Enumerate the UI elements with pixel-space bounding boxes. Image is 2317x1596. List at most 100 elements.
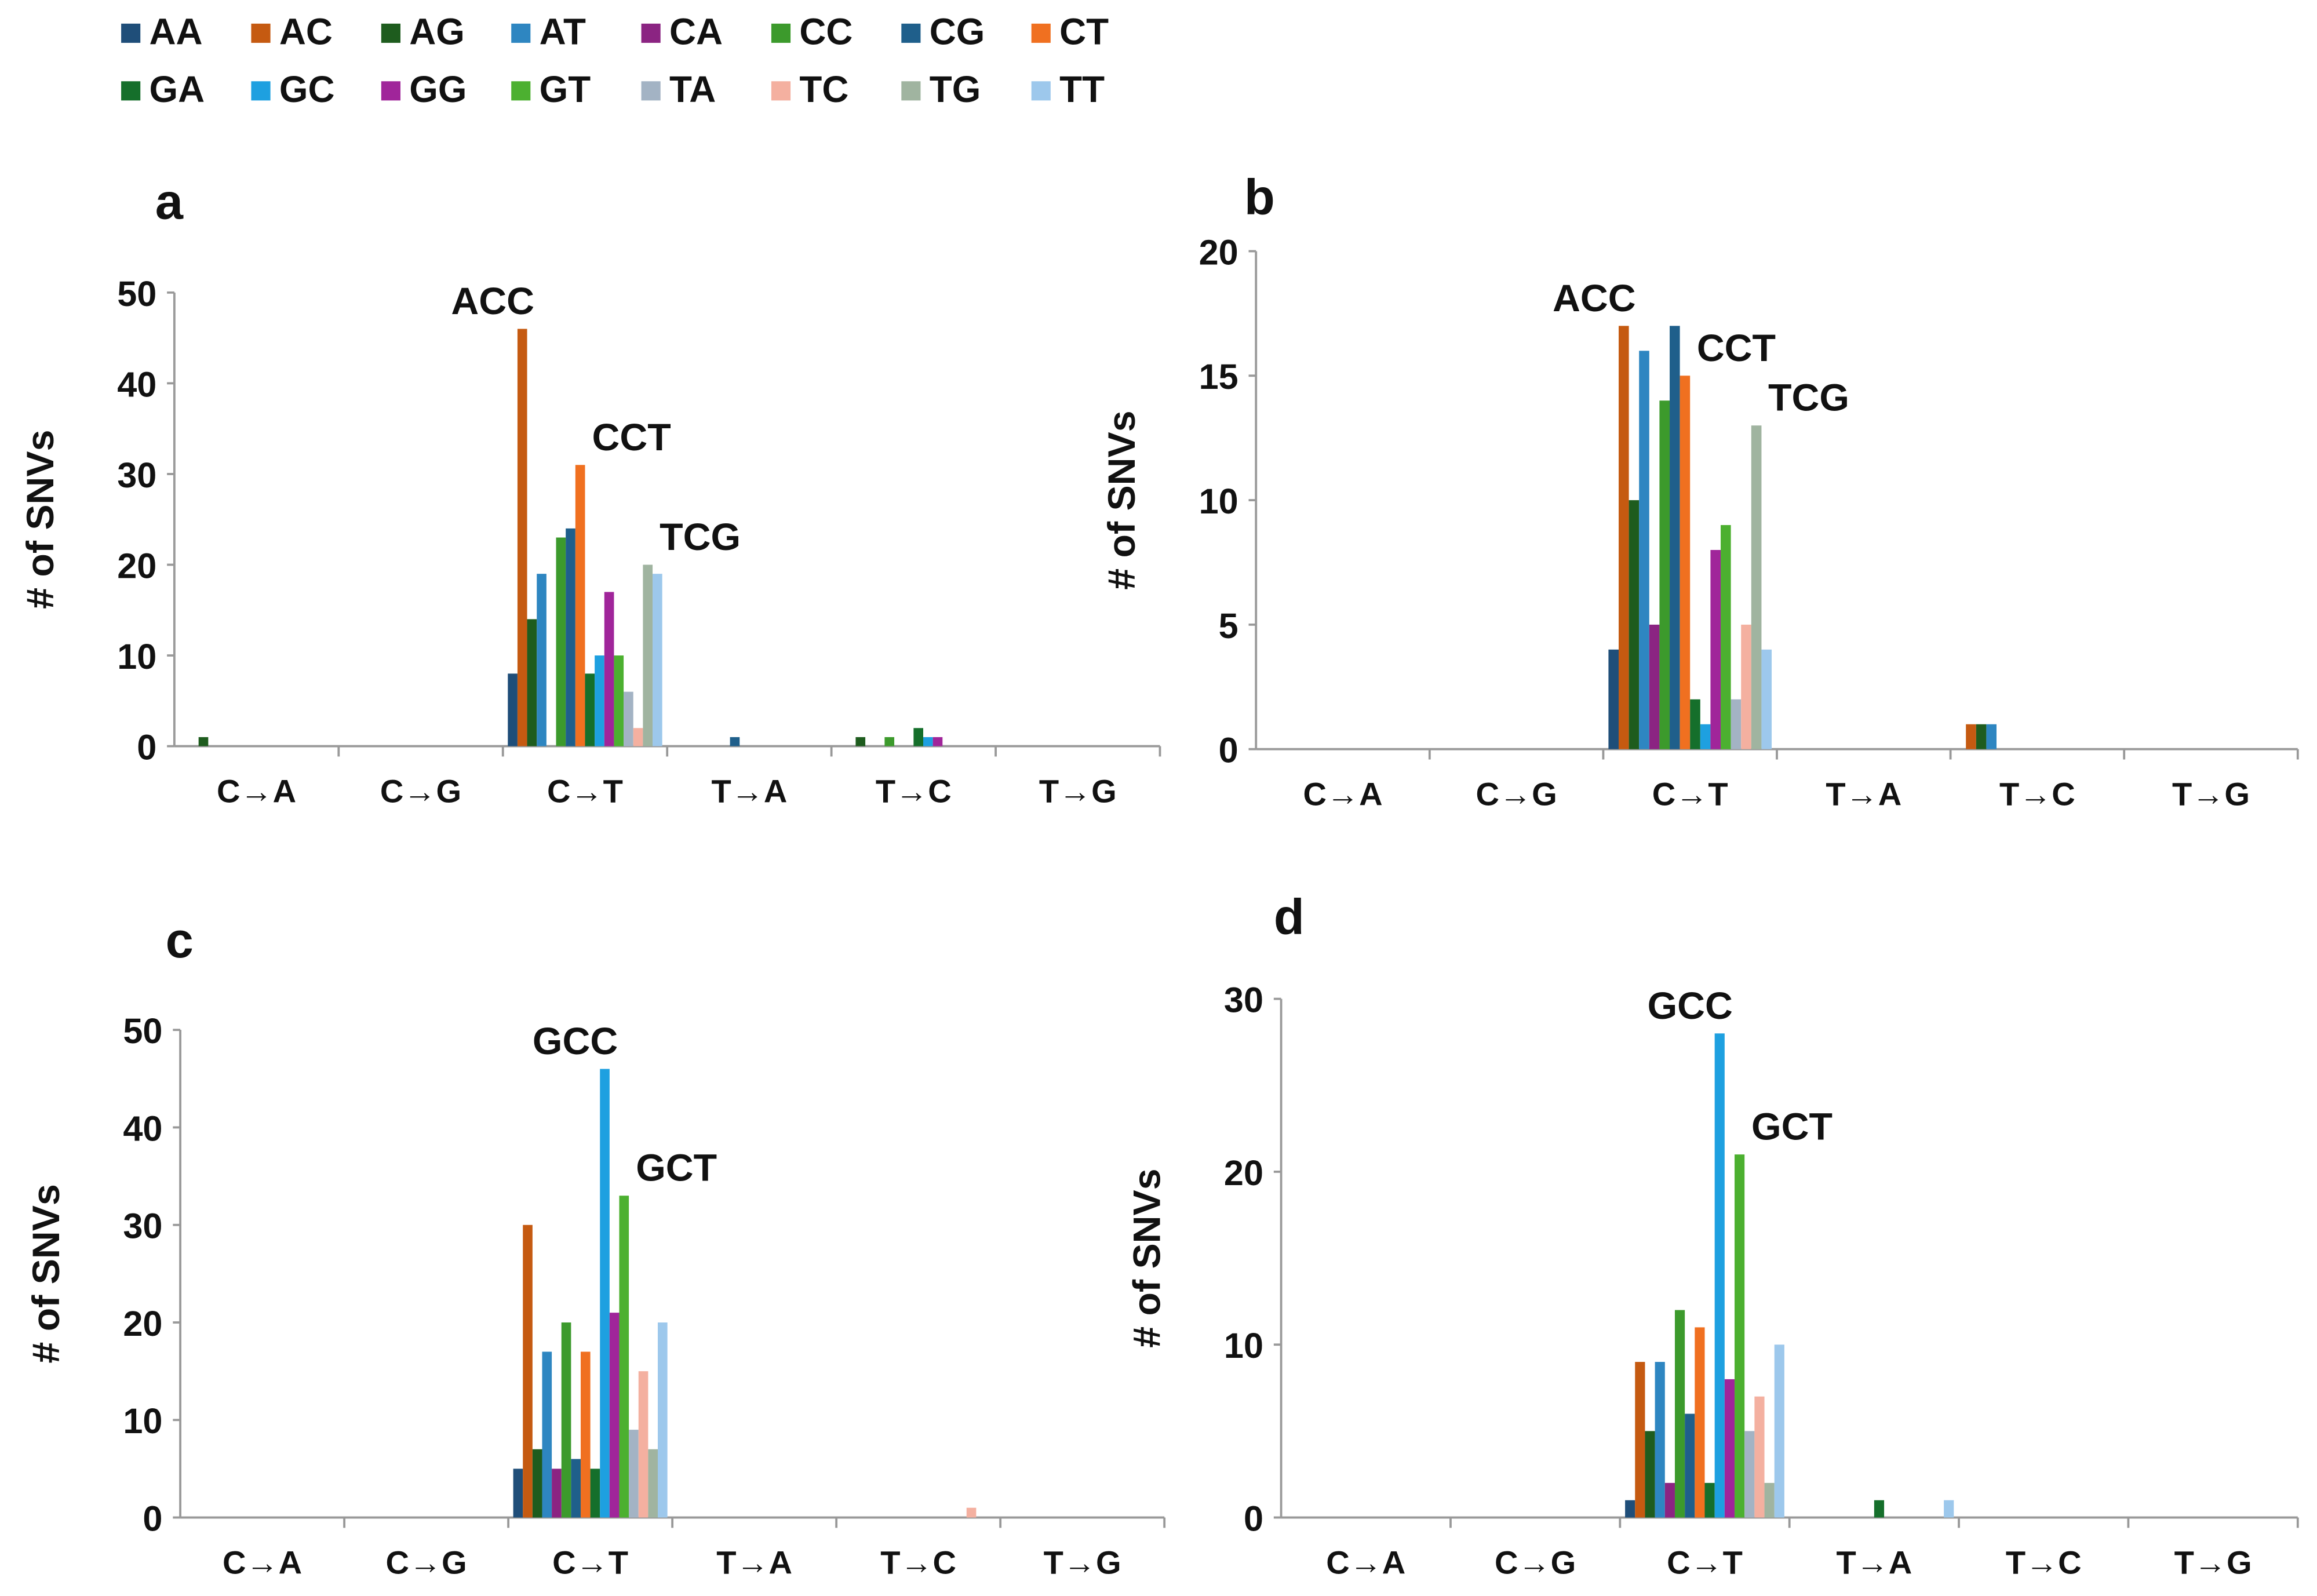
bar-GC-C→T — [595, 655, 604, 746]
y-axis-label: # of SNVs — [19, 430, 62, 609]
legend-swatch — [121, 23, 141, 43]
legend-label: CC — [799, 12, 853, 53]
y-tick-label: 30 — [117, 456, 156, 495]
annotation-GCC: GCC — [1648, 985, 1733, 1027]
bar-GT-C→T — [1721, 525, 1731, 749]
x-tick-label: T→A — [711, 773, 787, 809]
bar-CG-C→T — [566, 528, 575, 746]
legend-label: CT — [1059, 12, 1109, 53]
bar-GA-C→T — [590, 1469, 600, 1518]
y-tick-label: 50 — [123, 1011, 162, 1051]
panel-label: c — [166, 913, 194, 968]
legend-item-GC: GC — [251, 70, 381, 112]
bar-AG-C→T — [527, 619, 537, 746]
y-tick-label: 20 — [1199, 232, 1238, 272]
bar-CC-C→T — [556, 537, 566, 746]
bar-AG-C→T — [1629, 500, 1640, 749]
legend-swatch — [1031, 81, 1051, 101]
bar-AC-C→T — [517, 329, 527, 746]
bar-TT-T→A — [1944, 1500, 1954, 1518]
legend-swatch — [251, 23, 271, 43]
legend-label: CA — [669, 12, 723, 53]
y-axis-label: # of SNVs — [25, 1184, 68, 1363]
legend-label: GG — [409, 69, 467, 111]
annotation-TCG: TCG — [1768, 377, 1849, 420]
bar-AT-C→T — [542, 1351, 552, 1518]
bar-GA-C→T — [1690, 699, 1700, 749]
panel-label: d — [1274, 889, 1305, 945]
bar-CC-T→C — [884, 737, 895, 746]
bar-TA-C→T — [629, 1430, 639, 1518]
legend-item-GG: GG — [381, 70, 511, 112]
legend-item-CC: CC — [771, 12, 901, 54]
x-tick-label: C→T — [552, 1544, 628, 1580]
bar-TA-C→T — [1744, 1431, 1755, 1518]
bar-TG-C→T — [643, 564, 653, 746]
annotation-GCC: GCC — [533, 1020, 618, 1063]
bar-TT-C→T — [1774, 1344, 1784, 1518]
x-tick-label: C→G — [1476, 776, 1557, 812]
bar-AT-C→T — [1655, 1362, 1665, 1518]
legend-label: TC — [799, 69, 849, 111]
y-tick-label: 40 — [117, 365, 156, 404]
x-tick-label: C→T — [1652, 776, 1728, 812]
legend-label: GC — [279, 69, 335, 111]
legend-swatch — [511, 81, 531, 101]
legend-item-CG: CG — [901, 12, 1031, 54]
annotation-TCG: TCG — [660, 516, 741, 559]
bar-AC-C→T — [1619, 326, 1629, 749]
bar-CA-C→T — [552, 1469, 562, 1518]
bar-TT-C→T — [653, 574, 662, 746]
bar-CC-C→T — [1674, 1310, 1685, 1518]
legend-swatch — [641, 23, 661, 43]
bar-TA-C→T — [1731, 699, 1742, 749]
bar-GC-T→C — [923, 737, 933, 746]
bar-CT-C→T — [575, 465, 585, 746]
bar-TG-C→T — [1751, 425, 1762, 749]
y-tick-label: 30 — [1224, 981, 1263, 1020]
bar-AC-C→T — [1635, 1362, 1645, 1518]
y-tick-label: 0 — [137, 728, 156, 767]
bar-AA-C→T — [508, 673, 518, 746]
bar-GG-C→T — [1724, 1379, 1735, 1518]
bar-CC-C→T — [1659, 400, 1670, 749]
bar-TT-C→T — [1761, 649, 1772, 749]
bar-GT-C→T — [619, 1196, 629, 1518]
legend-item-TC: TC — [771, 70, 901, 112]
legend-item-AC: AC — [251, 12, 381, 54]
legend: AA AC AG AT CA CC CG CT GA GC GG GT TA TC TG TT — [121, 12, 1185, 112]
legend-swatch — [251, 81, 271, 101]
annotation-CCT: CCT — [592, 416, 671, 459]
bar-GA-C→T — [1704, 1482, 1715, 1518]
y-tick-label: 40 — [123, 1109, 162, 1148]
bar-GA-T→C — [913, 728, 924, 746]
legend-item-AT: AT — [511, 12, 641, 54]
bar-GC-C→T — [1700, 724, 1711, 749]
y-axis-label: # of SNVs — [1101, 410, 1143, 589]
bar-CT-C→T — [1695, 1327, 1705, 1518]
legend-label: TA — [669, 69, 716, 111]
x-tick-label: C→A — [1326, 1544, 1405, 1580]
legend-item-TA: TA — [641, 69, 771, 112]
y-tick-label: 10 — [1199, 482, 1238, 521]
x-tick-label: T→C — [876, 773, 952, 809]
x-tick-label: C→T — [547, 773, 623, 809]
x-tick-label: T→G — [1039, 773, 1117, 809]
legend-item-TT: TT — [1031, 70, 1161, 112]
bar-AA-C→T — [1608, 649, 1619, 749]
y-tick-label: 30 — [123, 1207, 162, 1246]
x-tick-label: C→A — [223, 1544, 302, 1580]
bar-GA-C→T — [585, 673, 595, 746]
legend-swatch — [121, 81, 141, 101]
bar-TA-C→T — [624, 691, 633, 746]
legend-swatch — [771, 23, 791, 43]
legend-label: AC — [279, 12, 333, 53]
y-tick-label: 10 — [123, 1401, 162, 1441]
y-tick-label: 15 — [1199, 357, 1238, 396]
legend-swatch — [1031, 23, 1051, 43]
x-tick-label: T→G — [2174, 1544, 2252, 1580]
x-tick-label: T→A — [716, 1544, 792, 1580]
bar-TC-T→C — [966, 1507, 977, 1518]
legend-swatch — [511, 23, 531, 43]
x-tick-label: T→G — [1044, 1544, 1121, 1580]
